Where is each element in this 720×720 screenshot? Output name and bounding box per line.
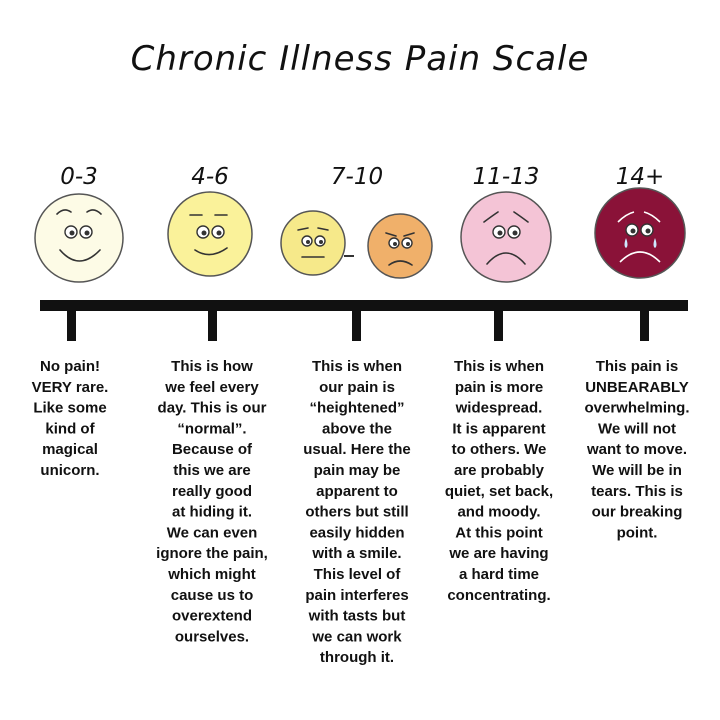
description-line: pain may be [314,462,401,479]
description-line: pain interferes [305,587,408,604]
description-line: want to move. [586,441,687,458]
face-unbearable [594,187,686,279]
description-line: magical [42,441,98,458]
description-line: Because of [172,441,253,458]
range-label: 7-10 [331,164,383,190]
description-line: We will not [598,420,676,437]
face-no-pain [34,193,124,283]
levels: 0-3 No pain! VERY rare. Like some kind of mag… [32,164,690,666]
description-line: above the [322,420,392,437]
description-line: really good [172,483,252,500]
face-heightened [280,210,433,279]
description-line: cause us to [171,587,254,604]
description-line: UNBEARABLY [585,379,689,396]
description-line: unicorn. [40,462,99,479]
description-line: our pain is [319,379,395,396]
description-line: through it. [320,649,394,666]
description-line: usual. Here the [303,441,411,458]
description-line: this we are [173,462,251,479]
description-line: point. [617,524,658,541]
description-line: quiet, set back, [445,483,553,500]
description-line: overwhelming. [584,400,689,417]
description-line: We will be in [592,462,682,479]
description-line: others but still [305,504,408,521]
description-line: day. This is our [158,400,267,417]
range-label: 11-13 [473,164,540,190]
description-line: to others. We [452,441,547,458]
description-line: This level of [314,566,402,583]
description-line: ourselves. [175,628,249,645]
description-line: “heightened” [309,400,404,417]
description-line: “normal”. [177,420,246,437]
description-line: We can even [167,524,258,541]
description-line: at hiding it. [172,504,252,521]
description-line: pain is more [455,379,543,396]
description-line: No pain! [40,358,100,375]
scale-bar [40,300,688,341]
description-line: with tasts but [308,608,406,625]
description-line: and moody. [457,504,540,521]
title: Chronic Illness Pain Scale [131,39,590,79]
description-line: This is when [312,358,402,375]
description-line: This is when [454,358,544,375]
face-normal [167,191,253,277]
description-line: At this point [455,524,542,541]
description-line: we are having [448,545,548,562]
description-line: concentrating. [447,587,550,604]
range-label: 0-3 [60,164,98,190]
range-label: 4-6 [191,164,229,190]
description-line: Like some [33,400,106,417]
description-line: widespread. [455,400,543,417]
description-line: tears. This is [591,483,683,500]
description-line: a hard time [459,566,539,583]
description-line: our breaking [592,504,683,521]
description-line: This pain is [596,358,679,375]
description-line: with a smile. [311,545,401,562]
description-line: we can work [311,628,402,645]
description-line: which might [167,566,256,583]
face-widespread [460,191,552,283]
description-line: easily hidden [309,524,404,541]
description-line: This is how [171,358,253,375]
description-line: we feel every [164,379,259,396]
description-line: apparent to [316,483,398,500]
description-line: kind of [45,420,95,437]
description-line: VERY rare. [32,379,109,396]
description-line: It is apparent [452,420,545,437]
description-line: ignore the pain, [156,545,268,562]
description-line: are probably [454,462,545,479]
range-label: 14+ [616,164,665,190]
description-line: overextend [172,608,252,625]
